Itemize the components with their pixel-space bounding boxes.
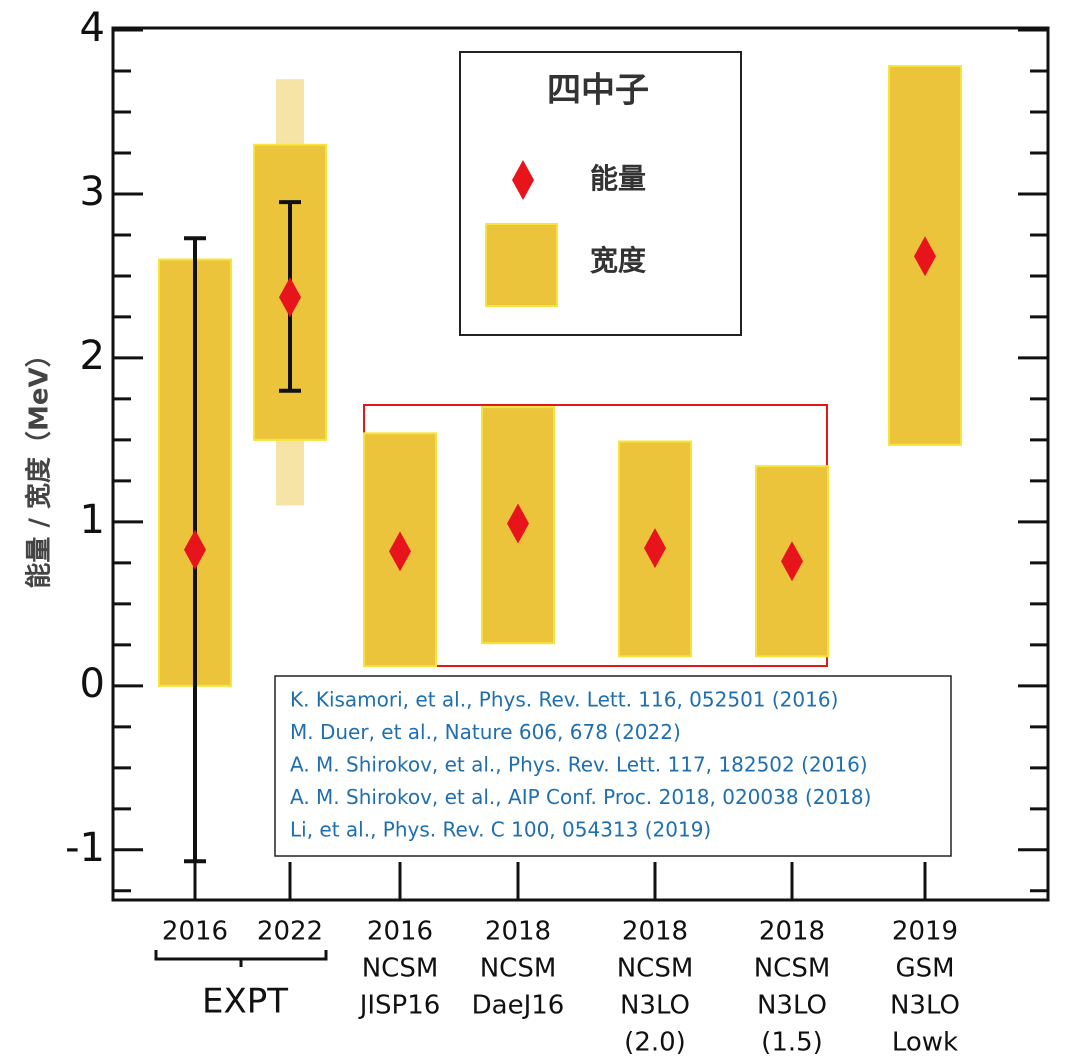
energy-marker [279,277,301,318]
x-tick-label: N3LO [620,991,690,1021]
y-tick-label: -1 [65,825,105,871]
y-tick-label: 1 [80,497,105,543]
x-tick-label: NCSM [480,954,557,984]
legend-swatch [485,223,558,307]
x-tick-label: JISP16 [358,991,441,1021]
plot-frame [111,26,1050,902]
reference-box [274,675,952,857]
x-tick-label: 2022 [257,917,323,947]
x-tick-label: NCSM [754,954,831,984]
y-tick-label: 2 [80,333,105,379]
y-tick-label: 3 [80,169,105,215]
y-tick-label: 4 [80,5,105,51]
energy-marker [781,541,803,582]
x-tick-label: 2016 [162,917,228,947]
energy-marker [507,503,529,544]
energy-marker [389,531,411,572]
energy-marker [914,236,936,277]
x-tick-label: 2016 [367,917,433,947]
reference: A. M. Shirokov, et al., Phys. Rev. Lett.… [290,753,868,777]
reference: Li, et al., Phys. Rev. C 100, 054313 (20… [290,818,711,842]
expt-bracket [154,950,328,967]
x-tick-label: 2018 [759,917,825,947]
reference: A. M. Shirokov, et al., AIP Conf. Proc. … [290,785,871,809]
x-tick-label: DaeJ16 [472,991,565,1021]
x-tick-label: 2018 [485,917,551,947]
x-tick-label: (1.5) [761,1028,823,1058]
legend-label: 宽度 [590,244,646,277]
x-tick-label: N3LO [757,991,827,1021]
x-tick-label: NCSM [362,954,439,984]
x-tick-label: GSM [895,954,954,984]
x-tick-label: N3LO [890,991,960,1021]
group-label: EXPT [202,982,288,1022]
reference: M. Duer, et al., Nature 606, 678 (2022) [290,720,681,744]
legend-title: 四中子 [547,71,649,111]
energy-marker [184,529,206,570]
energy-marker [644,528,666,569]
x-tick-label: NCSM [617,954,694,984]
x-tick-label: Lowk [892,1028,958,1058]
legend-marker [512,160,534,200]
y-tick-label: 0 [80,661,105,707]
x-tick-label: (2.0) [624,1028,686,1058]
legend-label: 能量 [590,162,646,195]
x-tick-label: 2018 [622,917,688,947]
x-tick-label: 2019 [892,917,958,947]
reference: K. Kisamori, et al., Phys. Rev. Lett. 11… [290,688,838,712]
y-axis-label: 能量 / 宽度（MeV） [24,341,55,588]
